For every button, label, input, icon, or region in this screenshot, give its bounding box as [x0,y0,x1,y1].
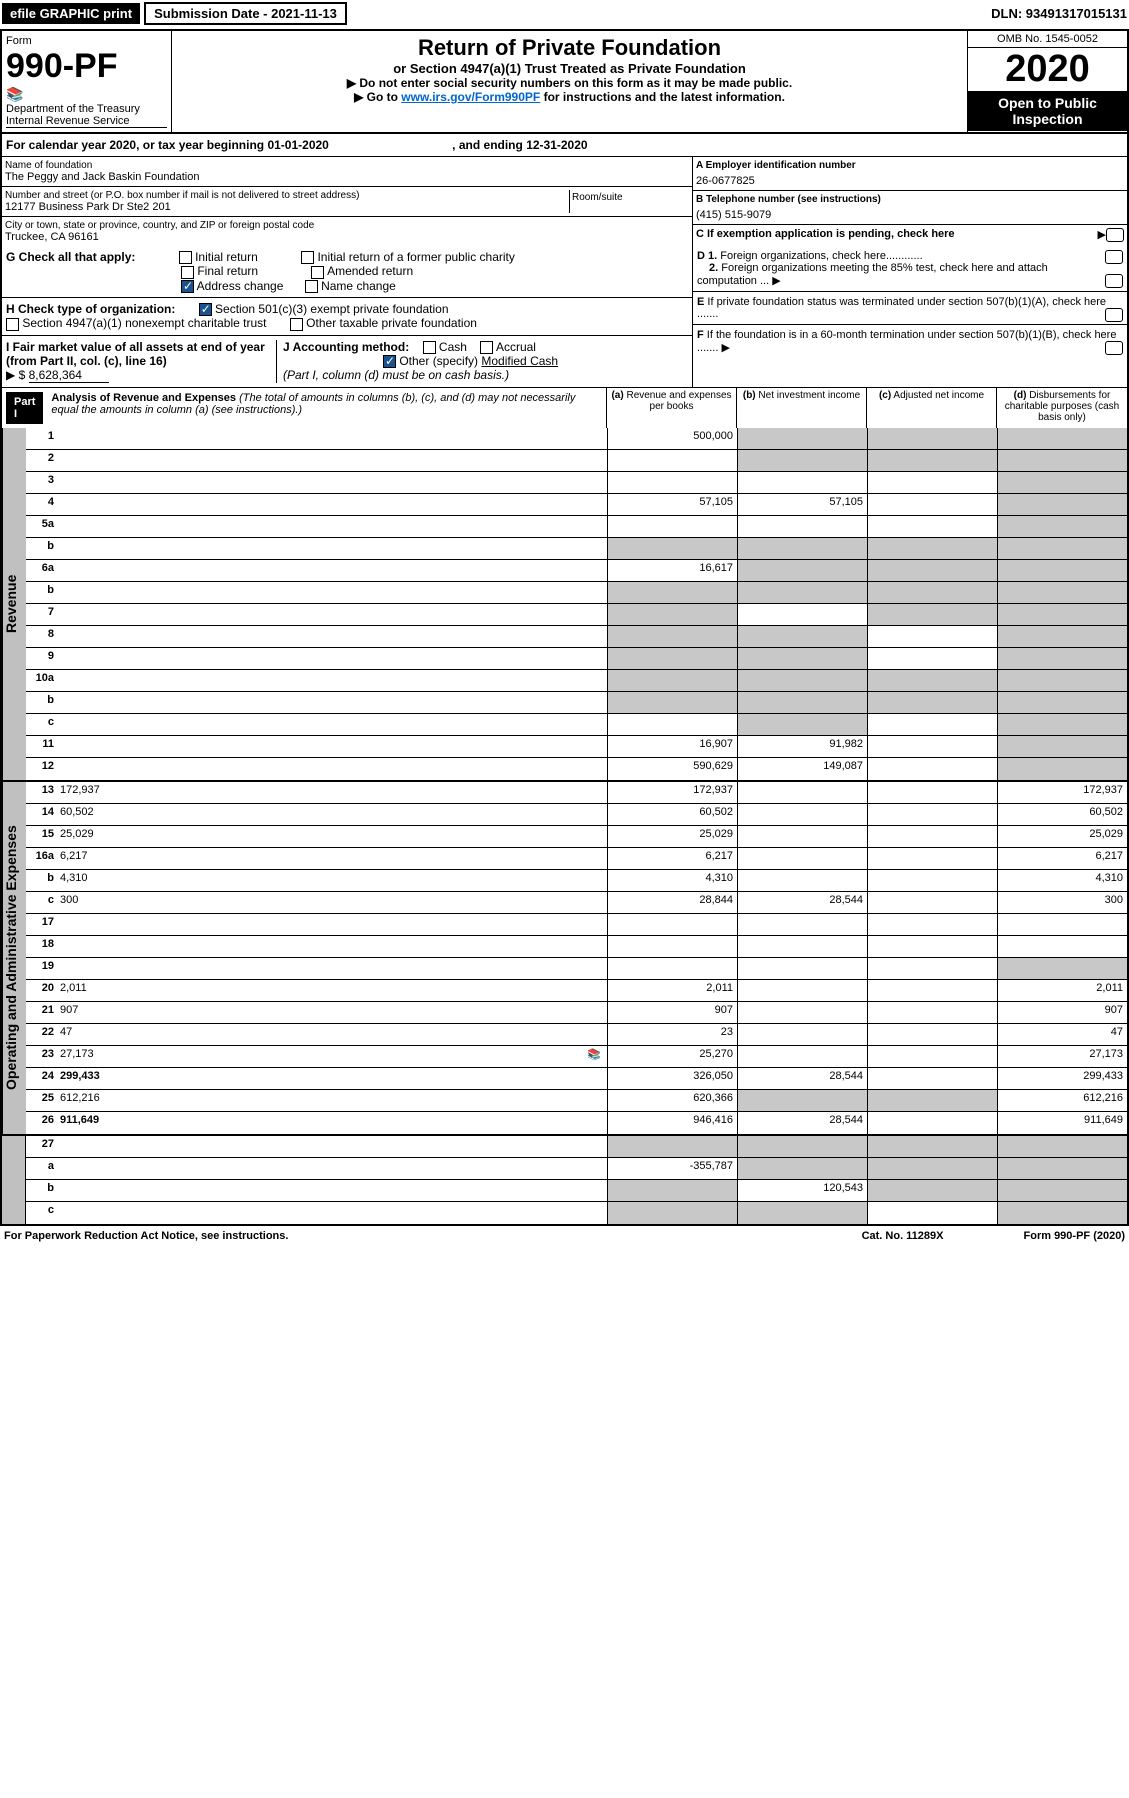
table-row: 17 [26,914,1127,936]
footer-left: For Paperwork Reduction Act Notice, see … [4,1230,288,1242]
col-c: (c) Adjusted net income [867,388,997,428]
table-row: 1525,02925,02925,029 [26,826,1127,848]
table-row: 21907907907 [26,1002,1127,1024]
tax-year: 2020 [968,48,1127,91]
form-label: Form [6,35,167,47]
check-section: G Check all that apply: Initial return I… [0,246,1129,387]
table-row: 202,0112,0112,011 [26,980,1127,1002]
open-public: Open to Public Inspection [968,91,1127,131]
subtitle: or Section 4947(a)(1) Trust Treated as P… [176,61,963,76]
form-right: OMB No. 1545-0052 2020 Open to Public In… [967,31,1127,132]
footer-cat: Cat. No. 11289X [862,1230,944,1242]
dept: Department of the Treasury [6,103,167,115]
table-row: 9 [26,648,1127,670]
efile-btn[interactable]: efile GRAPHIC print [2,3,140,24]
table-row: a-355,787 [26,1158,1127,1180]
ij-row: I Fair market value of all assets at end… [2,336,692,387]
name-row: Name of foundation The Peggy and Jack Ba… [2,157,692,187]
table-row: 3 [26,472,1127,494]
expenses-label: Operating and Administrative Expenses [2,782,26,1134]
form-number: 990-PF [6,47,167,86]
bottom-table: 27a-355,787b120,543c [0,1136,1129,1226]
d-row: D 1. Foreign organizations, check here..… [693,246,1127,292]
other-method-check[interactable] [383,355,396,368]
irs: Internal Revenue Service [6,115,167,128]
revenue-label: Revenue [2,428,26,780]
table-row: 7 [26,604,1127,626]
501c3-check[interactable] [199,303,212,316]
omb: OMB No. 1545-0052 [968,31,1127,48]
part1-header: Part I Analysis of Revenue and Expenses … [0,387,1129,428]
table-row: b120,543 [26,1180,1127,1202]
instr-link[interactable]: www.irs.gov/Form990PF [401,90,540,104]
form-left: Form 990-PF 📚 Department of the Treasury… [2,31,172,132]
irs-icon: 📚 [6,86,167,103]
table-row: 16a6,2176,2176,217 [26,848,1127,870]
calendar-year: For calendar year 2020, or tax year begi… [0,134,1129,157]
table-row: 26911,649946,41628,544911,649 [26,1112,1127,1134]
submission-date: Submission Date - 2021-11-13 [144,2,347,25]
table-row: 1116,90791,982 [26,736,1127,758]
table-row: 13172,937172,937172,937 [26,782,1127,804]
table-row: c [26,1202,1127,1224]
col-d: (d) Disbursements for charitable purpose… [997,388,1127,428]
table-row: 6a16,617 [26,560,1127,582]
footer-form: Form 990-PF (2020) [1024,1230,1126,1242]
instr1: ▶ Do not enter social security numbers o… [176,76,963,90]
form-header: Form 990-PF 📚 Department of the Treasury… [0,29,1129,134]
dln: DLN: 93491317015131 [991,6,1127,21]
table-row: 19 [26,958,1127,980]
table-row: 12590,629149,087 [26,758,1127,780]
address-change-check[interactable] [181,280,194,293]
table-row: 1460,50260,50260,502 [26,804,1127,826]
table-row: 24299,433326,05028,544299,433 [26,1068,1127,1090]
table-row: 27 [26,1136,1127,1158]
title: Return of Private Foundation [176,35,963,61]
ein-row: A Employer identification number 26-0677… [693,157,1127,191]
tel-row: B Telephone number (see instructions) (4… [693,191,1127,225]
revenue-table: Revenue 1500,00023457,10557,1055ab6a16,6… [0,428,1129,782]
table-row: 2 [26,450,1127,472]
table-row: 1500,000 [26,428,1127,450]
footer: For Paperwork Reduction Act Notice, see … [0,1226,1129,1246]
e-row: E If private foundation status was termi… [693,292,1127,325]
col-b: (b) Net investment income [737,388,867,428]
table-row: 457,10557,105 [26,494,1127,516]
instr2: ▶ Go to www.irs.gov/Form990PF for instru… [176,90,963,104]
table-row: 25612,216620,366612,216 [26,1090,1127,1112]
top-bar: efile GRAPHIC print Submission Date - 20… [0,0,1129,27]
table-row: b [26,538,1127,560]
table-row: 5a [26,516,1127,538]
table-row: c [26,714,1127,736]
table-row: b4,3104,3104,310 [26,870,1127,892]
table-row: c30028,84428,544300 [26,892,1127,914]
table-row: 22472347 [26,1024,1127,1046]
info-grid: Name of foundation The Peggy and Jack Ba… [0,157,1129,246]
table-row: b [26,692,1127,714]
addr-row: Number and street (or P.O. box number if… [2,187,692,217]
city-row: City or town, state or province, country… [2,217,692,246]
g-row: G Check all that apply: Initial return I… [2,246,692,298]
table-row: 8 [26,626,1127,648]
table-row: b [26,582,1127,604]
f-row: F If the foundation is in a 60-month ter… [693,325,1127,358]
h-row: H Check type of organization: Section 50… [2,298,692,336]
table-row: 18 [26,936,1127,958]
col-a: (a) Revenue and expenses per books [607,388,737,428]
expenses-table: Operating and Administrative Expenses 13… [0,782,1129,1136]
table-row: 2327,173 📚25,27027,173 [26,1046,1127,1068]
c-row: C If exemption application is pending, c… [693,225,1127,243]
form-center: Return of Private Foundation or Section … [172,31,967,132]
table-row: 10a [26,670,1127,692]
part1-label: Part I [6,392,43,424]
